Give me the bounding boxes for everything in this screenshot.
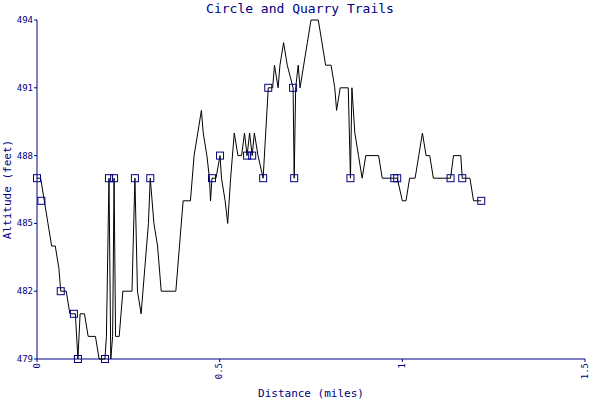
waypoint-marker (208, 175, 215, 182)
waypoint-marker (391, 175, 398, 182)
waypoint-marker (74, 356, 81, 363)
waypoint-marker (131, 175, 138, 182)
x-axis (37, 359, 585, 360)
y-tick-label: 485 (17, 218, 33, 228)
waypoint-marker (394, 175, 401, 182)
waypoint-marker (478, 197, 485, 204)
y-tick-label: 482 (17, 286, 33, 296)
x-axis-label: Distance (miles) (258, 387, 364, 400)
waypoint-marker (459, 175, 466, 182)
waypoint-marker (70, 310, 77, 317)
waypoint-marker (347, 175, 354, 182)
x-tick (219, 359, 220, 362)
plot-area (34, 20, 485, 363)
waypoint-marker (101, 356, 108, 363)
y-tick-label: 494 (17, 15, 33, 25)
chart: Circle and Quarry Trails Distance (miles)… (0, 0, 600, 400)
waypoint-marker (447, 175, 454, 182)
x-tick-label: 0 (32, 363, 42, 368)
waypoint-marker (260, 175, 267, 182)
y-axis-label: Altitude (feet) (1, 140, 14, 239)
waypoint-marker (34, 175, 41, 182)
x-tick (402, 359, 403, 362)
y-tick-label: 491 (17, 83, 33, 93)
y-axis (37, 20, 38, 359)
y-tick (34, 20, 37, 21)
y-tick-label: 488 (17, 151, 33, 161)
waypoint-marker (249, 152, 256, 159)
waypoint-marker (111, 175, 118, 182)
waypoint-marker (105, 175, 112, 182)
waypoint-marker (265, 84, 272, 91)
waypoint-marker (147, 175, 154, 182)
y-tick (34, 223, 37, 224)
x-tick-label: 0.5 (214, 363, 224, 379)
x-tick-label: 1 (397, 363, 407, 368)
title: Circle and Quarry Trails (206, 1, 394, 16)
y-tick (34, 155, 37, 156)
waypoint-marker (38, 197, 45, 204)
background (0, 0, 600, 400)
x-tick (585, 359, 586, 362)
y-tick-label: 479 (17, 354, 33, 364)
y-tick (34, 87, 37, 88)
x-tick (37, 359, 38, 362)
x-tick-label: 1.5 (580, 363, 590, 379)
y-tick (34, 291, 37, 292)
waypoint-marker (57, 288, 64, 295)
waypoint-marker (217, 152, 224, 159)
waypoint-marker (290, 84, 297, 91)
waypoint-marker (291, 175, 298, 182)
profile-line (37, 20, 481, 359)
waypoint-marker (244, 152, 251, 159)
